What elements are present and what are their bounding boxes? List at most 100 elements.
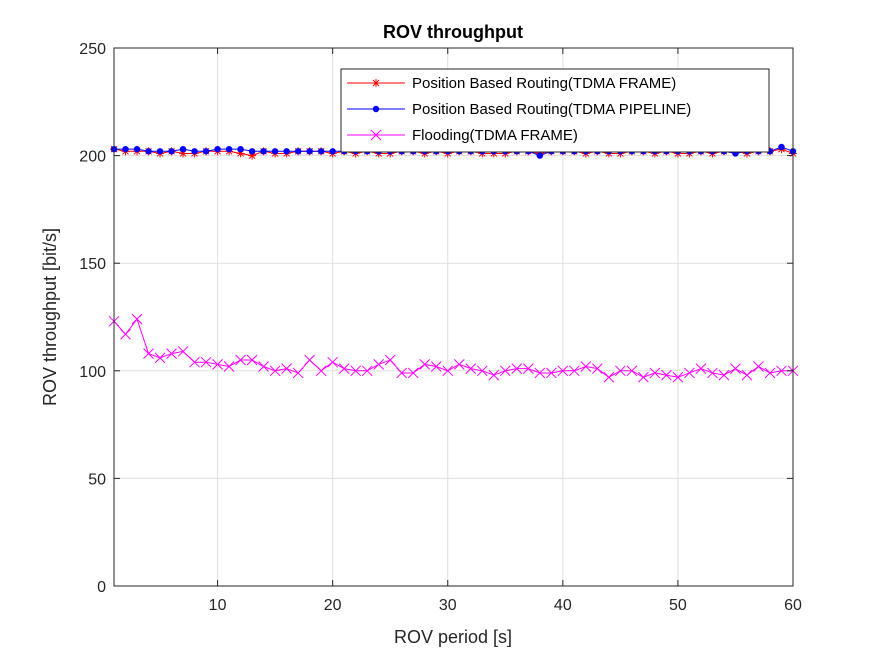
data-point (294, 148, 302, 155)
y-tick-label: 100 (79, 364, 106, 381)
data-point (407, 367, 419, 379)
plot-border (113, 47, 794, 587)
x-tick-label: 20 (324, 597, 342, 614)
data-point (212, 358, 223, 370)
tick-labels: 10 20 30 40 50 60 0 50 100 150 200 250 (79, 41, 802, 614)
data-point (131, 313, 143, 325)
data-point (283, 148, 290, 155)
data-point (626, 365, 638, 377)
data-point (615, 365, 626, 377)
legend-entry-1: Position Based Routing(TDMA FRAME) (347, 75, 676, 92)
data-point (511, 363, 523, 375)
data-point (327, 356, 339, 368)
series-3 (108, 313, 799, 383)
data-point (741, 369, 753, 381)
data-point (522, 363, 534, 375)
data-point (166, 348, 177, 359)
data-point (260, 148, 267, 155)
data-point (269, 365, 281, 377)
data-point (281, 363, 292, 375)
y-axis-label: ROV throughput [bit/s] (40, 228, 60, 406)
x-tick-label: 50 (669, 597, 687, 614)
data-point (235, 354, 246, 366)
data-point (718, 369, 730, 381)
data-point (373, 358, 385, 370)
data-point (638, 371, 649, 383)
data-point (419, 358, 431, 370)
x-axis-label: ROV period [s] (394, 627, 512, 647)
chart-title: ROV throughput (383, 22, 523, 42)
legend-swatch-marker (370, 129, 382, 141)
data-point (499, 365, 511, 377)
data-point (338, 363, 350, 375)
data-point (122, 145, 129, 153)
data-point (154, 352, 166, 364)
data-point (168, 148, 175, 155)
data-point (214, 145, 221, 153)
axis-ticks (114, 47, 794, 587)
data-point (536, 152, 544, 159)
data-point (488, 369, 500, 381)
data-point (271, 148, 279, 155)
data-point (306, 148, 313, 155)
data-point (191, 148, 198, 155)
legend-swatch-marker (372, 105, 380, 113)
data-point (465, 363, 477, 375)
data-point (442, 365, 454, 377)
data-point (350, 365, 362, 377)
data-point (329, 148, 336, 155)
y-tick-label: 200 (79, 149, 106, 166)
data-point (143, 348, 154, 359)
data-point (304, 354, 315, 366)
data-point (189, 356, 200, 368)
data-point (430, 361, 442, 372)
data-point (592, 363, 603, 375)
legend-label: Flooding(TDMA FRAME) (412, 127, 578, 144)
legend: Position Based Routing(TDMA FRAME) Positi… (340, 68, 770, 153)
data-point (649, 367, 661, 379)
legend-box (340, 68, 770, 153)
data-point (246, 354, 258, 366)
data-point (672, 371, 684, 383)
x-tick-label: 10 (209, 597, 227, 614)
data-point (695, 363, 707, 375)
data-point (120, 328, 131, 340)
legend-label: Position Based Routing(TDMA FRAME) (412, 75, 676, 92)
data-point (661, 369, 672, 381)
data-point (202, 148, 210, 155)
x-tick-label: 40 (554, 597, 572, 614)
data-point (223, 361, 235, 372)
data-point (292, 367, 304, 379)
data-point (237, 145, 244, 153)
data-point (778, 143, 785, 151)
x-tick-label: 60 (784, 597, 802, 614)
y-tick-label: 150 (79, 256, 106, 273)
data-point (248, 148, 256, 155)
data-point (258, 361, 269, 372)
data-point (603, 371, 615, 383)
data-point (684, 367, 695, 379)
data-point (315, 365, 327, 377)
data-point (396, 367, 408, 379)
data-point (580, 361, 592, 372)
data-point (133, 145, 141, 153)
legend-swatch-marker (372, 79, 380, 87)
data-point (177, 346, 189, 357)
data-point (730, 363, 741, 375)
legend-entry-2: Position Based Routing(TDMA PIPELINE) (347, 101, 691, 118)
data-point (361, 365, 373, 377)
x-tick-label: 30 (439, 597, 457, 614)
y-tick-label: 50 (88, 471, 106, 488)
data-point (145, 148, 152, 155)
data-point (776, 365, 787, 377)
data-point (534, 367, 546, 379)
data-point (753, 361, 764, 372)
data-point (453, 358, 465, 370)
data-point (384, 354, 396, 366)
data-point (179, 145, 187, 153)
data-point (764, 367, 776, 379)
y-tick-label: 0 (97, 579, 106, 596)
data-point (200, 356, 212, 368)
data-point (225, 145, 233, 153)
